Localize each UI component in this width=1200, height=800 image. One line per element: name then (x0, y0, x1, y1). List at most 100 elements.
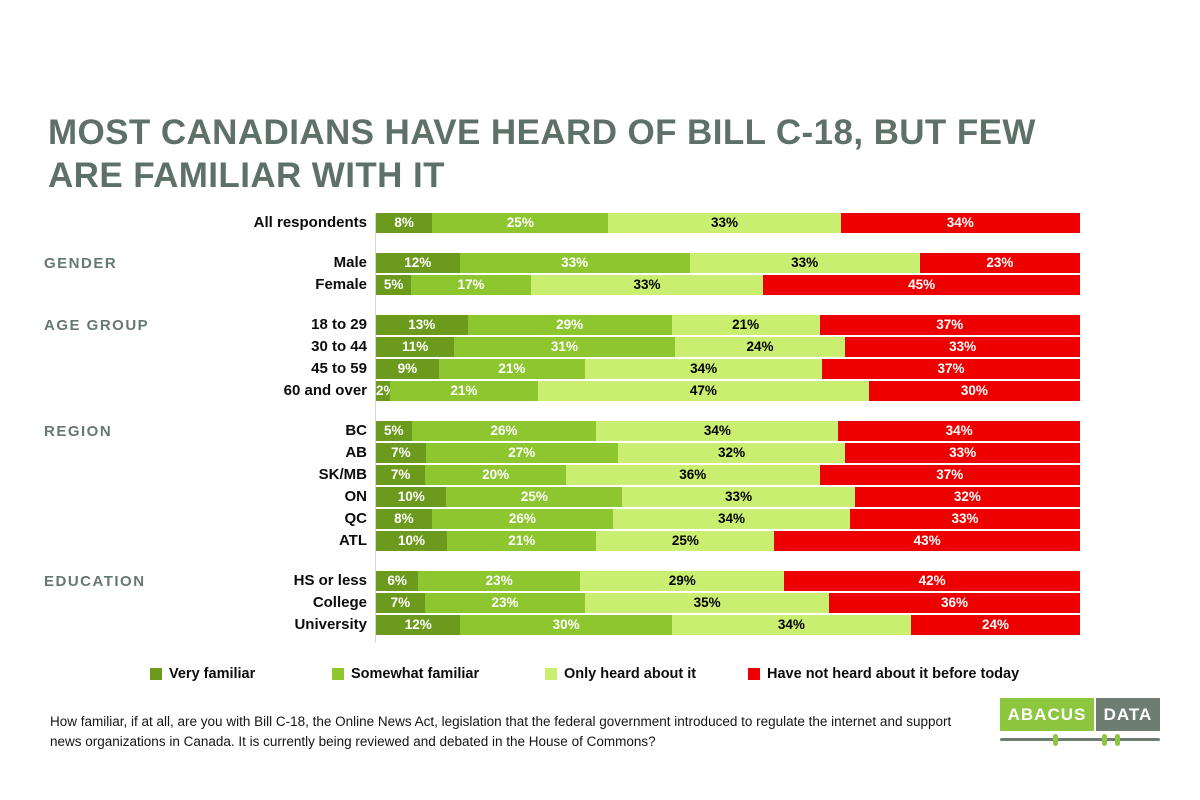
segment-value: 33% (710, 215, 738, 230)
segment-value: 13% (408, 317, 436, 332)
row-label: ON (344, 488, 368, 505)
legend-color-swatch (748, 668, 760, 680)
segment-value: 7% (390, 467, 411, 482)
stacked-bar: 11% 31% 24% 33% (376, 337, 1080, 357)
bar-segment-only-heard-about-it: 36% (566, 465, 820, 485)
segment-value: 36% (941, 595, 969, 610)
page-title-line-1: MOST CANADIANS HAVE HEARD OF BILL C-18, … (48, 113, 1036, 152)
bar-segment-only-heard-about-it: 33% (622, 487, 855, 507)
segment-value: 34% (703, 423, 731, 438)
bar-row: Female 5% 17% 33% 45% (0, 275, 1081, 295)
stacked-bar-chart: All respondents 8% 25% 33% 34% GENDER Male 12% 3… (0, 213, 1081, 643)
group-label: EDUCATION (44, 573, 146, 590)
stacked-bar: 10% 25% 33% 32% (376, 487, 1080, 507)
bar-segment-very-familiar: 6% (376, 571, 419, 591)
segment-value: 6% (387, 573, 407, 588)
row-label: SK/MB (318, 466, 367, 483)
segment-value: 12% (404, 617, 432, 632)
legend-color-swatch (545, 668, 557, 680)
bar-segment-have-not-heard-about-it-before-today: 30% (868, 381, 1080, 401)
segment-value: 10% (397, 489, 425, 504)
stacked-bar: 8% 25% 33% 34% (376, 213, 1080, 233)
bar-row: BC 5% 26% 34% 34% (0, 421, 1081, 441)
group-label: GENDER (44, 255, 118, 272)
stacked-bar: 8% 26% 34% 33% (376, 509, 1080, 529)
legend-item-somewhat-familiar: Somewhat familiar (332, 666, 479, 682)
segment-value: 33% (791, 255, 819, 270)
logo-abacus-beads (1000, 734, 1160, 746)
stacked-bar: 13% 29% 21% 37% (376, 315, 1080, 335)
segment-value: 21% (450, 383, 478, 398)
chart-group: All respondents 8% 25% 33% 34% (0, 213, 1081, 233)
segment-value: 29% (668, 573, 696, 588)
segment-value: 37% (936, 317, 964, 332)
bar-row: ON 10% 25% 33% 32% (0, 487, 1081, 507)
bar-segment-only-heard-about-it: 33% (530, 275, 764, 295)
stacked-bar: 12% 33% 33% 23% (376, 253, 1080, 273)
bar-segment-have-not-heard-about-it-before-today: 37% (819, 465, 1080, 485)
legend-item-very-familiar: Very familiar (150, 666, 255, 682)
bar-segment-very-familiar: 8% (376, 509, 432, 529)
segment-value: 8% (394, 215, 414, 230)
segment-value: 35% (693, 595, 721, 610)
bar-segment-somewhat-familiar: 30% (460, 615, 672, 635)
bar-segment-somewhat-familiar: 26% (431, 509, 613, 529)
legend-label: Somewhat familiar (351, 666, 480, 682)
legend-color-swatch (150, 668, 162, 680)
segment-value: 25% (520, 489, 548, 504)
segment-value: 34% (690, 361, 718, 376)
page-title-line-2: ARE FAMILIAR WITH IT (48, 156, 445, 195)
segment-value: 25% (671, 533, 699, 548)
logo-bead (1115, 734, 1121, 746)
bar-segment-only-heard-about-it: 24% (674, 337, 846, 357)
bar-segment-have-not-heard-about-it-before-today: 23% (919, 253, 1080, 273)
row-label: ATL (338, 532, 367, 549)
segment-value: 34% (945, 423, 973, 438)
bar-segment-have-not-heard-about-it-before-today: 24% (911, 615, 1080, 635)
row-label: Male (333, 254, 367, 271)
row-label: University (294, 616, 367, 633)
row-label: Female (315, 276, 367, 293)
segment-value: 10% (398, 533, 426, 548)
legend: Very familiar Somewhat familiar Only heard… (0, 666, 1200, 686)
bar-segment-very-familiar: 12% (376, 615, 461, 635)
segment-value: 17% (457, 277, 485, 292)
segment-value: 37% (936, 467, 964, 482)
bar-segment-somewhat-familiar: 25% (432, 213, 609, 233)
legend-color-swatch (332, 668, 344, 680)
segment-value: 32% (718, 445, 746, 460)
bar-segment-somewhat-familiar: 27% (425, 443, 618, 463)
logo-data-box: DATA (1096, 698, 1160, 731)
bar-segment-very-familiar: 7% (376, 465, 426, 485)
bar-segment-very-familiar: 7% (376, 443, 426, 463)
bar-segment-somewhat-familiar: 21% (390, 381, 538, 401)
segment-value: 5% (384, 423, 404, 438)
segment-value: 23% (485, 573, 513, 588)
bar-segment-somewhat-familiar: 17% (411, 275, 531, 295)
bar-segment-have-not-heard-about-it-before-today: 37% (819, 315, 1080, 335)
abacus-data-logo: ABACUS DATA (1000, 698, 1160, 746)
bar-segment-have-not-heard-about-it-before-today: 32% (854, 487, 1080, 507)
logo-abacus-box: ABACUS (1000, 698, 1094, 731)
chart-axis-line (375, 213, 376, 643)
bar-segment-have-not-heard-about-it-before-today: 34% (838, 421, 1081, 441)
segment-value: 11% (401, 339, 429, 354)
segment-value: 21% (732, 317, 760, 332)
bar-segment-somewhat-familiar: 25% (446, 487, 623, 507)
stacked-bar: 6% 23% 29% 42% (376, 571, 1080, 591)
bar-segment-only-heard-about-it: 29% (580, 571, 785, 591)
bar-segment-have-not-heard-about-it-before-today: 33% (845, 443, 1081, 463)
bar-segment-very-familiar: 13% (376, 315, 468, 335)
segment-value: 34% (946, 215, 974, 230)
bar-segment-only-heard-about-it: 34% (596, 421, 839, 441)
bar-segment-have-not-heard-about-it-before-today: 33% (845, 337, 1080, 357)
bar-segment-only-heard-about-it: 34% (671, 615, 912, 635)
bar-segment-very-familiar: 5% (376, 421, 412, 441)
bar-segment-somewhat-familiar: 21% (447, 531, 597, 551)
bar-segment-only-heard-about-it: 33% (689, 253, 920, 273)
segment-value: 25% (506, 215, 534, 230)
logo-bead (1102, 734, 1108, 746)
segment-value: 31% (550, 339, 578, 354)
bar-segment-have-not-heard-about-it-before-today: 45% (763, 275, 1080, 295)
logo-bead (1052, 734, 1058, 746)
